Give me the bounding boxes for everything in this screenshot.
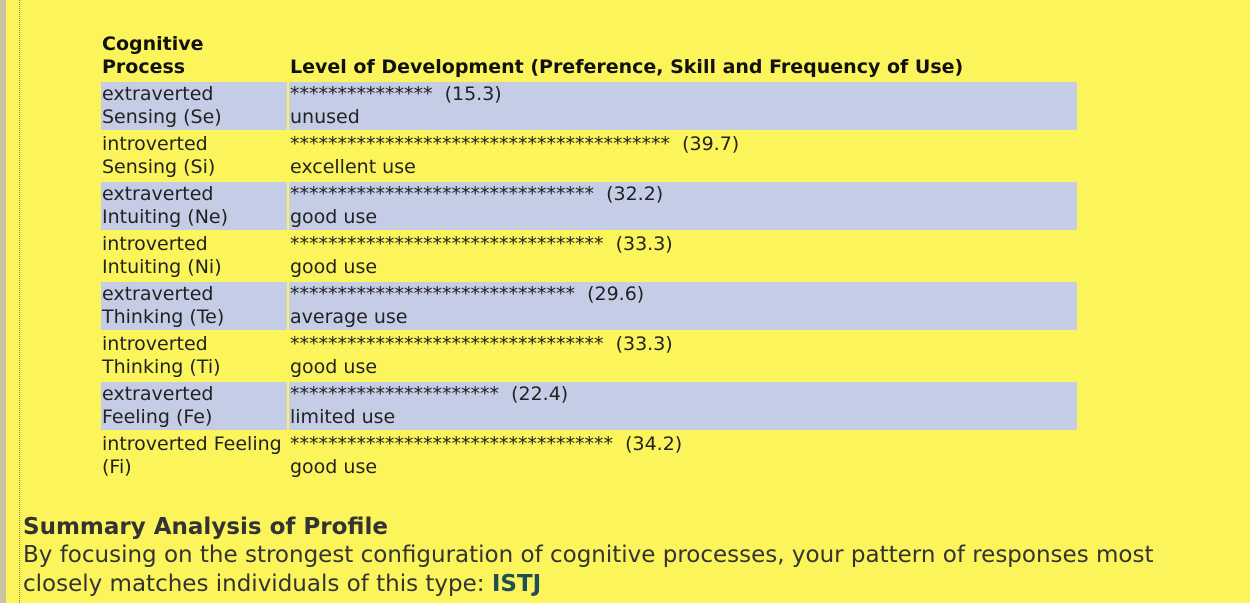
score-value: (33.3) <box>615 233 673 255</box>
development-level: ********************************** (34.2… <box>289 432 1077 480</box>
score-value: (22.4) <box>511 383 569 405</box>
summary-body: By focusing on the strongest configurati… <box>23 542 1154 597</box>
score-value: (33.3) <box>615 333 673 355</box>
score-value: (29.6) <box>587 283 645 305</box>
table-row: introverted Intuiting (Ni) **************… <box>101 232 1077 280</box>
usage-label: limited use <box>290 406 396 428</box>
table-row: extraverted Sensing (Se) *************** … <box>101 82 1077 130</box>
usage-label: average use <box>290 306 408 328</box>
process-name: introverted Feeling (Fi) <box>102 433 282 478</box>
score-line: ********************************** (34.2… <box>290 433 1076 456</box>
development-level: ****************************** (29.6) ave… <box>289 282 1077 330</box>
usage-label: good use <box>290 356 378 378</box>
table-row: extraverted Thinking (Te) ***************… <box>101 282 1077 330</box>
star-bar: ********************************* <box>290 233 604 255</box>
usage-label: good use <box>290 206 378 228</box>
process-name: introverted Sensing (Si) <box>102 133 216 178</box>
table-row: extraverted Feeling (Fe) ****************… <box>101 382 1077 430</box>
development-level: ********************************* (33.3)… <box>289 332 1077 380</box>
star-bar: ********************************** <box>290 433 613 455</box>
summary-section: Summary Analysis of Profile By focusing … <box>23 513 1223 599</box>
level-column-header: Level of Development (Preference, Skill … <box>290 56 964 78</box>
score-line: ********************************* (33.3) <box>290 233 1076 256</box>
process-name: introverted Intuiting (Ni) <box>102 233 222 278</box>
content-guide-line <box>19 0 20 603</box>
process-name: extraverted Intuiting (Ne) <box>101 182 287 230</box>
score-line: ********************************* (33.3) <box>290 333 1076 356</box>
table-row: introverted Thinking (Ti) ***************… <box>101 332 1077 380</box>
score-line: ****************************************… <box>290 133 1076 156</box>
table-header-row: Cognitive Process Level of Development (… <box>101 32 1077 80</box>
process-name: introverted Thinking (Ti) <box>102 333 221 378</box>
usage-label: excellent use <box>290 156 416 178</box>
score-value: (39.7) <box>682 133 740 155</box>
score-value: (34.2) <box>625 433 683 455</box>
star-bar: **************************************** <box>290 133 670 155</box>
star-bar: ****************************** <box>290 283 575 305</box>
star-bar: ********************** <box>290 383 499 405</box>
table-row: introverted Sensing (Si) ****************… <box>101 132 1077 180</box>
development-level: ****************************************… <box>289 132 1077 180</box>
development-level: ******************************** (32.2) g… <box>289 182 1077 230</box>
page-left-border <box>0 0 6 603</box>
star-bar: ********************************* <box>290 333 604 355</box>
development-level: ********************** (22.4) limited use <box>289 382 1077 430</box>
table-row: extraverted Intuiting (Ne) **************… <box>101 182 1077 230</box>
process-name: extraverted Feeling (Fe) <box>101 382 287 430</box>
score-line: ****************************** (29.6) <box>290 283 1076 306</box>
score-value: (15.3) <box>444 83 502 105</box>
summary-text: By focusing on the strongest configurati… <box>23 541 1223 599</box>
star-bar: *************** <box>290 83 433 105</box>
development-level: ********************************* (33.3)… <box>289 232 1077 280</box>
process-column-header: Cognitive Process <box>102 33 204 78</box>
usage-label: unused <box>290 106 360 128</box>
score-line: ********************** (22.4) <box>290 383 1076 406</box>
process-name: extraverted Sensing (Se) <box>101 82 287 130</box>
process-name: extraverted Thinking (Te) <box>101 282 287 330</box>
score-value: (32.2) <box>606 183 664 205</box>
cognitive-process-table: Cognitive Process Level of Development (… <box>99 30 1079 482</box>
score-line: ******************************** (32.2) <box>290 183 1076 206</box>
personality-type: ISTJ <box>491 571 542 597</box>
table-row: introverted Feeling (Fi) ****************… <box>101 432 1077 480</box>
development-level: *************** (15.3) unused <box>289 82 1077 130</box>
summary-heading: Summary Analysis of Profile <box>23 514 388 540</box>
usage-label: good use <box>290 256 378 278</box>
star-bar: ******************************** <box>290 183 594 205</box>
score-line: *************** (15.3) <box>290 83 1076 106</box>
usage-label: good use <box>290 456 378 478</box>
